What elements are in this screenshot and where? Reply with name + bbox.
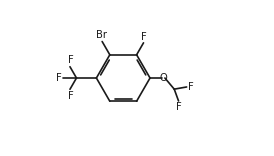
Text: F: F: [188, 81, 193, 92]
Text: Br: Br: [96, 30, 107, 40]
Text: F: F: [68, 56, 74, 66]
Text: F: F: [141, 32, 147, 42]
Text: O: O: [159, 73, 167, 83]
Text: F: F: [68, 90, 74, 100]
Text: F: F: [56, 73, 62, 83]
Text: F: F: [176, 102, 181, 112]
